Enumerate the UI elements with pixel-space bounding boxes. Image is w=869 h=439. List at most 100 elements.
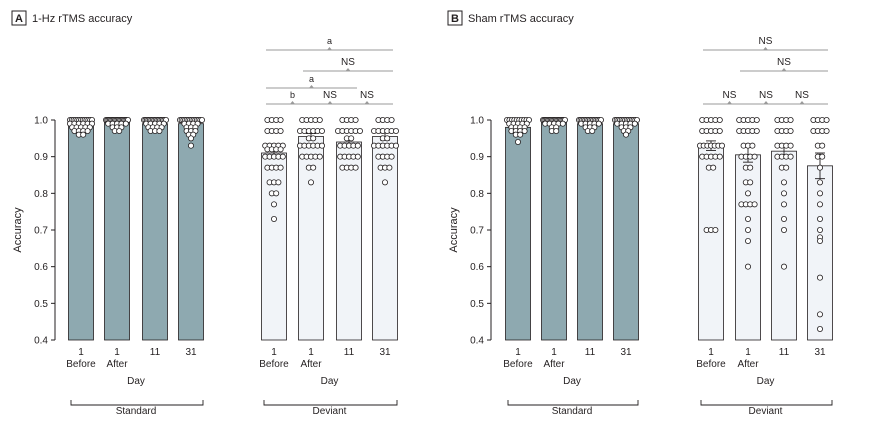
data-point bbox=[553, 127, 560, 134]
data-point bbox=[392, 127, 399, 134]
panel-letter-box bbox=[11, 10, 27, 26]
data-point bbox=[823, 127, 830, 134]
data-point bbox=[277, 146, 284, 153]
comparison-label: NS bbox=[360, 90, 374, 101]
bar bbox=[68, 125, 94, 341]
data-point bbox=[352, 117, 359, 124]
data-point bbox=[745, 190, 752, 197]
data-point bbox=[745, 215, 752, 222]
data-point bbox=[307, 179, 314, 186]
data-point bbox=[781, 215, 788, 222]
data-point bbox=[316, 117, 323, 124]
data-point bbox=[559, 120, 566, 127]
data-point bbox=[817, 201, 824, 208]
data-point bbox=[316, 153, 323, 160]
comparison-label: NS bbox=[777, 57, 791, 68]
data-point bbox=[787, 117, 794, 124]
data-point bbox=[631, 120, 638, 127]
data-point bbox=[310, 164, 317, 171]
data-point bbox=[817, 311, 824, 318]
bar bbox=[613, 123, 639, 341]
data-point bbox=[277, 127, 284, 134]
data-point bbox=[275, 179, 282, 186]
x-tick-label-day: 1 bbox=[114, 347, 120, 358]
x-tick-label-phase: After bbox=[106, 359, 128, 370]
comparison-marker bbox=[364, 101, 370, 104]
panel-letter-box bbox=[447, 10, 463, 26]
data-point bbox=[787, 142, 794, 149]
x-tick-label-phase: Before bbox=[66, 359, 96, 370]
data-point bbox=[80, 131, 87, 138]
data-point bbox=[318, 127, 325, 134]
data-point bbox=[719, 142, 726, 149]
x-tick-label-phase: Before bbox=[696, 359, 726, 370]
data-point bbox=[279, 153, 286, 160]
data-point bbox=[781, 226, 788, 233]
x-tick-label-day: 1 bbox=[745, 347, 751, 358]
bar bbox=[298, 136, 324, 341]
y-tick-label: 0.4 bbox=[470, 336, 484, 347]
data-point bbox=[817, 164, 824, 171]
y-tick-label: 1.0 bbox=[470, 116, 484, 127]
comparison-marker bbox=[327, 101, 333, 104]
panel-title: Sham rTMS accuracy bbox=[468, 13, 574, 25]
data-point bbox=[388, 153, 395, 160]
x-tick-label-day: 11 bbox=[585, 347, 596, 358]
data-point bbox=[352, 164, 359, 171]
data-point bbox=[781, 201, 788, 208]
x-tick-label-day: 1 bbox=[271, 347, 277, 358]
comparison-label: NS bbox=[323, 90, 337, 101]
comparison-marker bbox=[327, 47, 332, 50]
y-tick-label: 0.7 bbox=[34, 226, 48, 237]
group-bracket bbox=[507, 400, 639, 406]
group-bracket bbox=[263, 400, 398, 406]
bar bbox=[735, 154, 761, 341]
data-point bbox=[589, 127, 596, 134]
data-point bbox=[270, 215, 277, 222]
y-tick-label: 0.8 bbox=[470, 189, 484, 200]
y-tick-label: 0.6 bbox=[470, 262, 484, 273]
y-tick-label: 0.9 bbox=[470, 152, 484, 163]
data-point bbox=[745, 263, 752, 270]
data-point bbox=[515, 138, 522, 145]
y-tick-label: 0.8 bbox=[34, 189, 48, 200]
x-tick-label-day: 11 bbox=[344, 347, 355, 358]
data-point bbox=[273, 190, 280, 197]
data-point bbox=[817, 274, 824, 281]
data-point bbox=[781, 190, 788, 197]
bar bbox=[577, 123, 603, 341]
data-point bbox=[817, 226, 824, 233]
data-point bbox=[386, 164, 393, 171]
x-tick-label-day: 31 bbox=[379, 347, 391, 358]
x-tick-label-day: 1 bbox=[308, 347, 314, 358]
data-point bbox=[716, 117, 723, 124]
data-point bbox=[710, 164, 717, 171]
x-tick-label-day: 11 bbox=[779, 347, 790, 358]
comparison-label: a bbox=[327, 36, 332, 46]
data-point bbox=[817, 325, 824, 332]
comparison-marker bbox=[781, 68, 787, 71]
comparison-label: b bbox=[290, 90, 295, 100]
data-point bbox=[384, 135, 391, 142]
comparison-marker bbox=[345, 68, 351, 71]
data-point bbox=[356, 127, 363, 134]
comparison-marker bbox=[763, 101, 769, 104]
data-point bbox=[787, 153, 794, 160]
data-point bbox=[348, 135, 355, 142]
data-point bbox=[819, 142, 826, 149]
bar bbox=[104, 122, 130, 341]
data-point bbox=[781, 263, 788, 270]
data-point bbox=[318, 142, 325, 149]
data-point bbox=[787, 127, 794, 134]
data-point bbox=[747, 179, 754, 186]
comparison-label: NS bbox=[723, 90, 737, 101]
data-point bbox=[595, 120, 602, 127]
data-point bbox=[781, 179, 788, 186]
data-point bbox=[712, 226, 719, 233]
data-point bbox=[521, 127, 528, 134]
bar bbox=[505, 126, 531, 341]
data-point bbox=[749, 142, 756, 149]
x-axis-label: Day bbox=[321, 376, 339, 387]
x-tick-label-phase: After bbox=[543, 359, 565, 370]
data-point bbox=[819, 153, 826, 160]
